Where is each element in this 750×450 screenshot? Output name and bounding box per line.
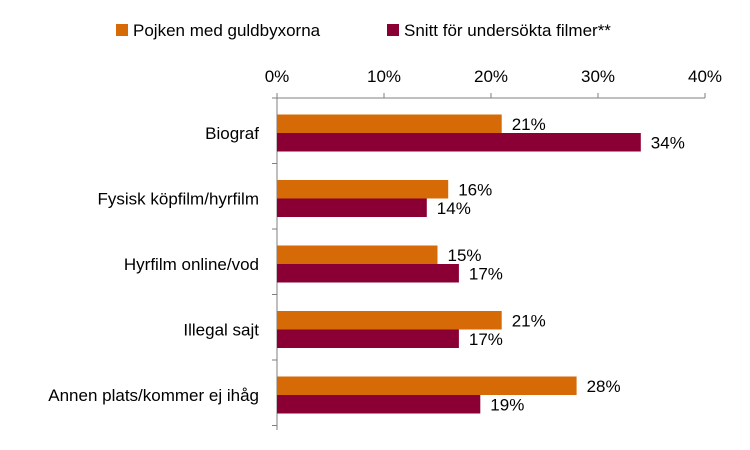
legend-label: Pojken med guldbyxorna bbox=[133, 21, 321, 40]
bar bbox=[277, 245, 438, 264]
bar bbox=[277, 395, 481, 414]
data-label: 15% bbox=[448, 246, 482, 265]
data-label: 28% bbox=[587, 377, 621, 396]
data-label: 21% bbox=[512, 115, 546, 134]
category-label: Hyrfilm online/vod bbox=[124, 255, 259, 274]
bar bbox=[277, 114, 502, 133]
data-label: 21% bbox=[512, 311, 546, 330]
bar bbox=[277, 180, 449, 199]
category-label: Annen plats/kommer ej ihåg bbox=[48, 386, 259, 405]
bar bbox=[277, 133, 641, 152]
data-label: 17% bbox=[469, 264, 503, 283]
x-tick-label: 20% bbox=[474, 67, 508, 86]
x-tick-label: 30% bbox=[581, 67, 615, 86]
bar bbox=[277, 329, 459, 348]
category-label: Illegal sajt bbox=[183, 321, 259, 340]
data-label: 34% bbox=[651, 133, 685, 152]
category-label: Biograf bbox=[205, 124, 259, 143]
data-label: 19% bbox=[490, 395, 524, 414]
data-label: 16% bbox=[458, 180, 492, 199]
data-label: 14% bbox=[437, 199, 471, 218]
bar bbox=[277, 264, 459, 283]
legend: Pojken med guldbyxorna Snitt för undersök… bbox=[116, 21, 611, 40]
category-labels: Biograf Fysisk köpfilm/hyrfilm Hyrfilm onl… bbox=[48, 124, 259, 405]
legend-swatch bbox=[116, 24, 128, 36]
data-label: 17% bbox=[469, 330, 503, 349]
category-label: Fysisk köpfilm/hyrfilm bbox=[97, 190, 259, 209]
x-tick-label: 0% bbox=[265, 67, 290, 86]
x-tick-label: 10% bbox=[367, 67, 401, 86]
y-axis bbox=[272, 97, 278, 430]
legend-swatch bbox=[387, 24, 399, 36]
bars: 21%34%16%14%15%17%21%17%28%19% bbox=[277, 114, 685, 414]
legend-label: Snitt för undersökta filmer** bbox=[404, 21, 611, 40]
bar bbox=[277, 376, 577, 395]
x-tick-label: 40% bbox=[688, 67, 722, 86]
bar bbox=[277, 198, 427, 217]
x-axis: 0% 10% 20% 30% 40% bbox=[265, 67, 722, 99]
bar bbox=[277, 311, 502, 330]
